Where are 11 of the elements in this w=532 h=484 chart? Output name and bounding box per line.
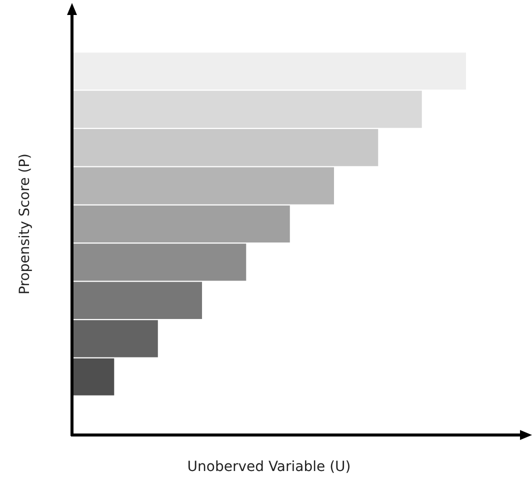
bar <box>72 205 290 243</box>
y-axis-title: Propensity Score (P) <box>17 153 33 295</box>
bar <box>72 90 422 128</box>
bar <box>72 167 334 204</box>
x-axis-title: Unoberved Variable (U) <box>187 459 351 475</box>
bar <box>72 358 114 396</box>
bar <box>72 244 246 281</box>
bar <box>72 320 158 358</box>
bar <box>72 52 466 90</box>
bar <box>72 129 378 166</box>
bar <box>72 282 202 319</box>
